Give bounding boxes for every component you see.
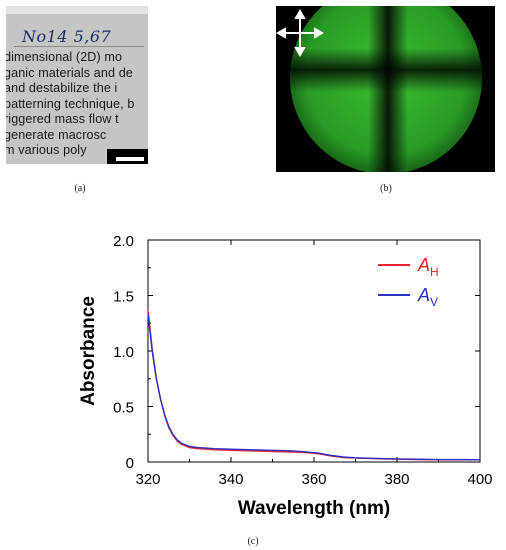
- ruled-line: [14, 46, 144, 47]
- x-tick-label: 340: [218, 471, 243, 488]
- extinction-horizontal-band: [290, 48, 482, 92]
- legend-label: AH: [417, 255, 439, 279]
- printed-line: m various poly: [6, 143, 87, 157]
- y-axis-label: Absorbance: [78, 296, 99, 406]
- series-line-av: [147, 313, 481, 461]
- legend-label: AV: [417, 285, 438, 309]
- x-tick-label: 400: [467, 471, 492, 488]
- y-tick-label: 0: [126, 455, 134, 472]
- printed-line: and destabilize the i: [6, 81, 118, 95]
- caption-c: (c): [247, 536, 259, 547]
- y-tick-label: 1.5: [113, 289, 134, 306]
- caption-b: (b): [380, 183, 392, 194]
- handwritten-label: No14 5,67: [22, 27, 112, 46]
- printed-line: dimensional (2D) mo: [6, 50, 123, 64]
- film-photo: No14 5,67 dimensional (2D) mo ganic mate…: [6, 6, 148, 164]
- x-tick-label: 380: [384, 471, 409, 488]
- printed-line: ganic materials and de: [6, 65, 133, 80]
- double-arrow-cross-icon: [276, 8, 325, 58]
- x-axis-label: Wavelength (nm): [238, 498, 390, 519]
- printed-line: patterning technique, b: [6, 96, 135, 111]
- x-tick-label: 320: [135, 471, 160, 488]
- series-line-ah: [147, 309, 480, 461]
- photo-top-strip: [6, 6, 148, 14]
- y-tick-label: 0.5: [113, 400, 134, 417]
- caption-a: (a): [74, 183, 86, 194]
- polarized-micrograph: [276, 6, 495, 172]
- printed-text-block: dimensional (2D) mo ganic materials and …: [6, 50, 148, 159]
- absorbance-chart: 320 340 360 380 400 0 0.5 1.0 1.5 2.0 Wavelength (…: [0, 220, 506, 532]
- x-tick-label: 360: [301, 471, 326, 488]
- y-tick-label: 2.0: [113, 233, 134, 250]
- y-tick-label: 1.0: [113, 344, 134, 361]
- scale-bar: [107, 149, 148, 164]
- printed-line: generate macrosc: [6, 127, 107, 142]
- printed-line: riggered mass flow t: [6, 112, 119, 126]
